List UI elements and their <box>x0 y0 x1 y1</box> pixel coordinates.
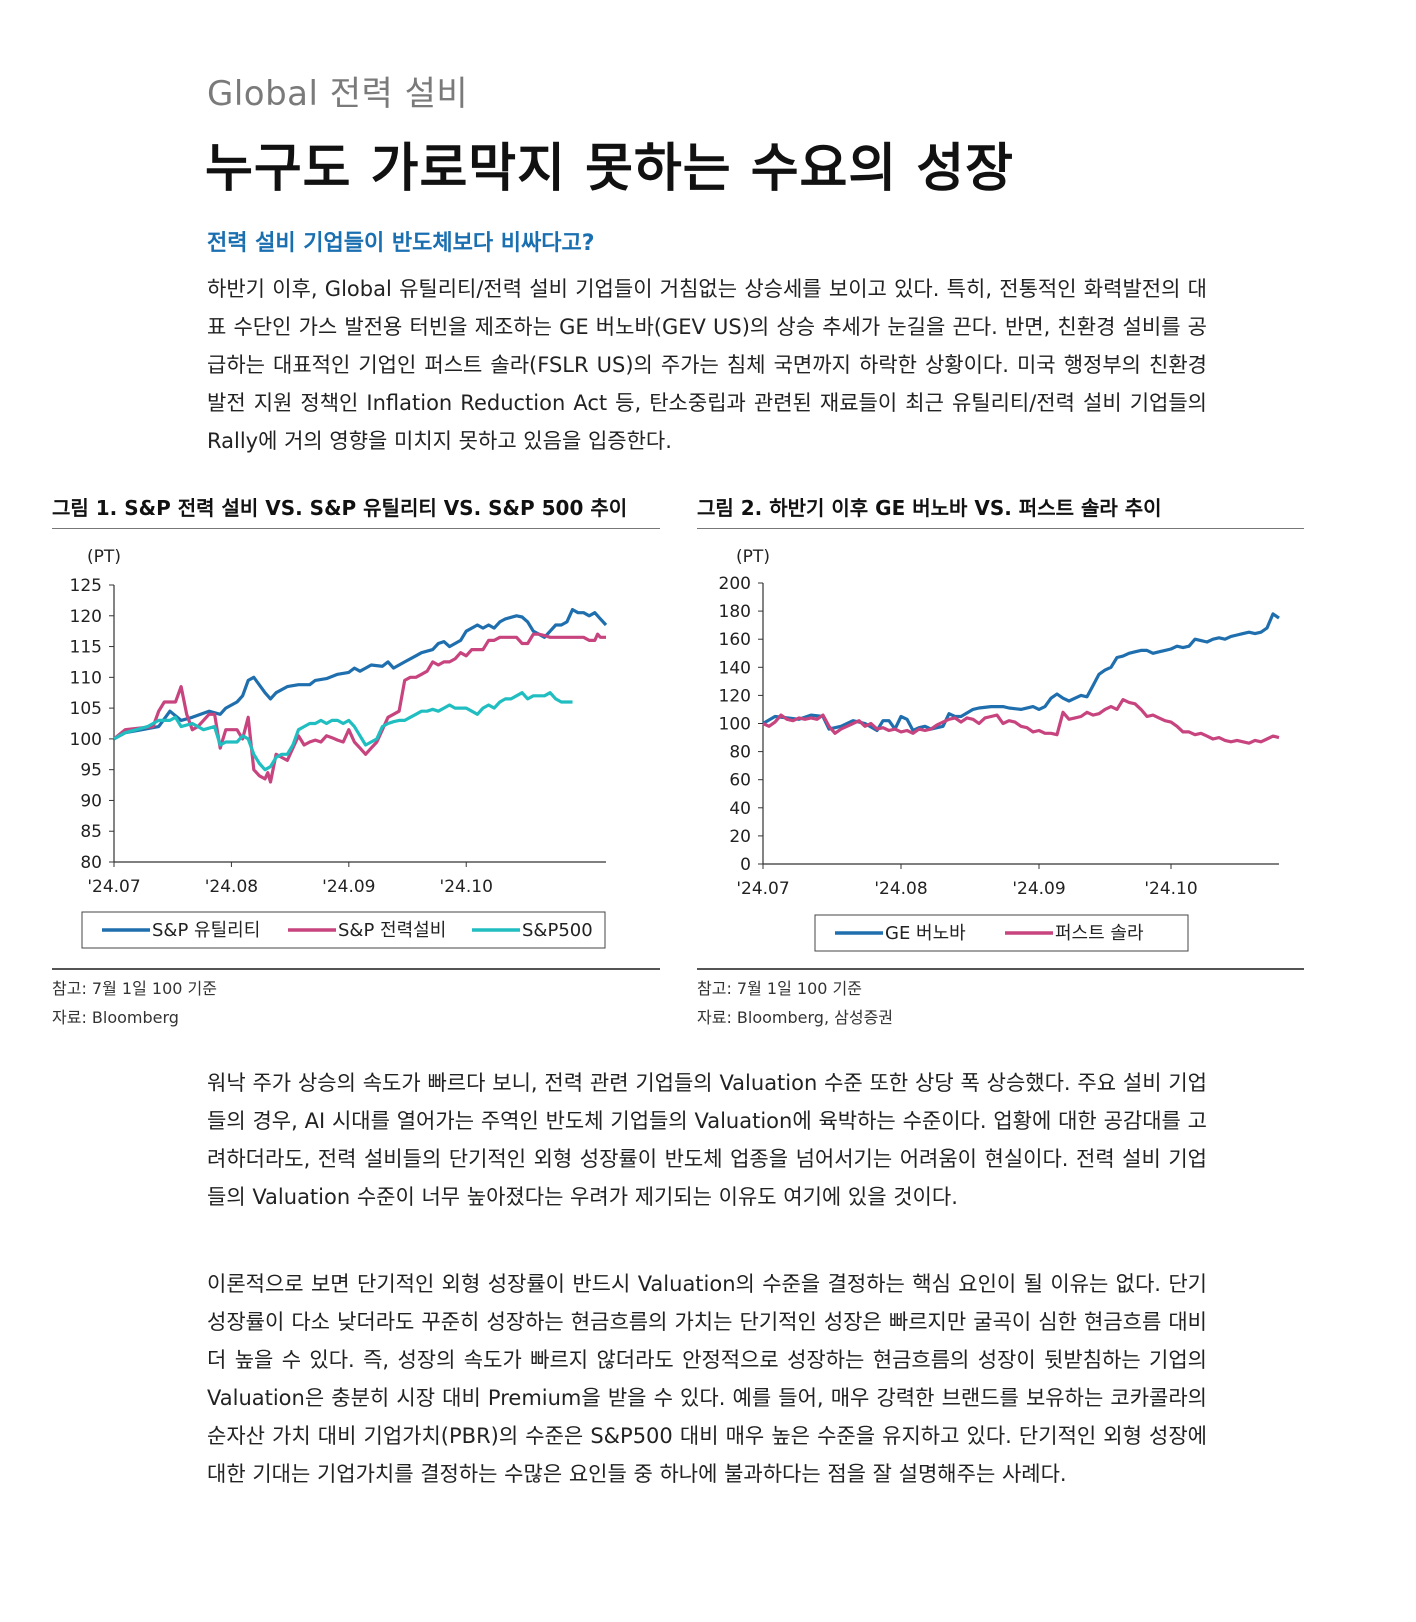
y-tick-label: 100 <box>719 715 751 735</box>
series-line-0 <box>113 608 608 741</box>
body-paragraph-3: 이론적으로 보면 단기적인 외형 성장률이 반드시 Valuation의 수준을… <box>207 1272 1207 1486</box>
legend-label-2: S&P500 <box>522 920 593 941</box>
x-tick-label: '24.08 <box>874 879 927 899</box>
x-tick-label: '24.07 <box>736 879 789 899</box>
y-tick-label: 120 <box>719 686 751 706</box>
x-tick-label: '24.10 <box>1144 879 1197 899</box>
y-tick-label: 125 <box>70 576 102 596</box>
y-tick-label: 80 <box>80 853 102 873</box>
y-tick-label: 90 <box>80 791 102 811</box>
figure2-chart: (PT) 0 20 40 60 80 100 120 140 160 180 200 '24.07 '2… <box>719 547 1280 952</box>
y-tick-label: 120 <box>70 607 102 627</box>
body-paragraph-2: 워낙 주가 상승의 속도가 빠르다 보니, 전력 관련 기업들의 Valuati… <box>207 1071 1207 1209</box>
x-tick-label: '24.07 <box>87 877 140 897</box>
figure1-axes: 80 85 90 95 100 105 110 115 120 125 '24.07 '24.08 '2… <box>70 576 606 897</box>
y-tick-label: 110 <box>70 668 102 688</box>
y-tick-label: 80 <box>729 743 751 763</box>
figure1-chart: (PT) 80 85 90 95 100 105 110 115 120 125 '24.07 '24… <box>70 547 608 949</box>
report-kicker: Global 전력 설비 <box>207 74 469 114</box>
section-subhead: 전력 설비 기업들이 반도체보다 비싸다고? <box>207 231 595 256</box>
figure1-top-rule <box>52 528 660 529</box>
y-tick-label: 100 <box>70 730 102 750</box>
series-line-2 <box>113 691 573 772</box>
y-tick-label: 160 <box>719 630 751 650</box>
legend-label-0: S&P 유틸리티 <box>152 920 260 941</box>
figure2-legend: GE 버노바 퍼스트 솔라 <box>814 914 1189 952</box>
y-tick-label: 105 <box>70 699 102 719</box>
y-tick-label: 180 <box>719 602 751 622</box>
x-tick-label: '24.09 <box>1012 879 1065 899</box>
y-tick-label: 20 <box>729 827 751 847</box>
figure2-bottom-rule <box>697 968 1304 970</box>
y-tick-label: 140 <box>719 658 751 678</box>
figure1-title: 그림 1. S&P 전력 설비 VS. S&P 유틸리티 VS. S&P 500… <box>52 496 628 520</box>
y-tick-label: 0 <box>740 855 751 875</box>
figure1-bottom-rule <box>52 968 660 970</box>
y-tick-label: 95 <box>80 761 102 781</box>
x-tick-label: '24.08 <box>205 877 258 897</box>
legend-label-0: GE 버노바 <box>885 923 966 944</box>
series-line-1 <box>112 632 606 784</box>
x-tick-label: '24.10 <box>440 877 493 897</box>
series-line-0 <box>762 612 1280 733</box>
figure2-top-rule <box>697 528 1304 529</box>
series-line-1 <box>762 698 1280 745</box>
y-tick-label: 200 <box>719 574 751 594</box>
figure2-title: 그림 2. 하반기 이후 GE 버노바 VS. 퍼스트 솔라 추이 <box>697 496 1162 520</box>
figure1-source: 자료: Bloomberg <box>52 1008 179 1027</box>
figure1-note: 참고: 7월 1일 100 기준 <box>52 979 217 998</box>
report-headline: 누구도 가로막지 못하는 수요의 성장 <box>205 139 1015 199</box>
y-tick-label: 60 <box>729 771 751 791</box>
y-tick-label: 85 <box>80 822 102 842</box>
y-tick-label: 115 <box>70 638 102 658</box>
legend-label-1: S&P 전력설비 <box>338 920 446 941</box>
figure2-note: 참고: 7월 1일 100 기준 <box>697 979 862 998</box>
x-tick-label: '24.09 <box>322 877 375 897</box>
figure1-unit-label: (PT) <box>87 547 121 567</box>
figure2-source: 자료: Bloomberg, 삼성증권 <box>697 1008 894 1027</box>
figure2-lines <box>762 612 1280 745</box>
figure2-unit-label: (PT) <box>736 547 770 567</box>
figure1-lines <box>112 608 608 784</box>
figure2-axes: 0 20 40 60 80 100 120 140 160 180 200 '24.07 '24.08 '… <box>719 574 1279 899</box>
legend-label-1: 퍼스트 솔라 <box>1055 923 1144 944</box>
y-tick-label: 40 <box>729 799 751 819</box>
figure1-legend: S&P 유틸리티 S&P 전력설비 S&P500 <box>81 911 606 949</box>
body-paragraph-1: 하반기 이후, Global 유틸리티/전력 설비 기업들이 거침없는 상승세를… <box>207 277 1207 453</box>
